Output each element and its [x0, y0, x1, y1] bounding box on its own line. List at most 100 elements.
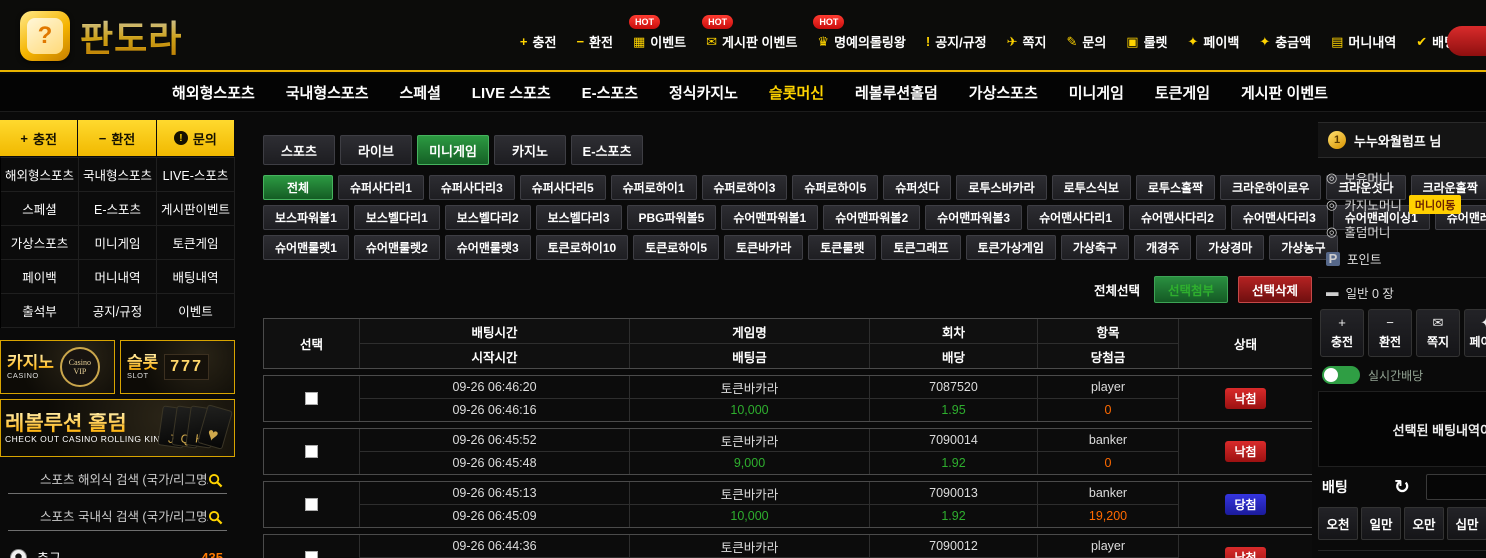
game-filter-button[interactable]: 슈퍼로하이3 [701, 175, 788, 200]
row-checkbox[interactable] [305, 551, 318, 558]
select-all-label[interactable]: 전체선택 [1093, 284, 1140, 298]
sidebar-menu-item[interactable]: 해외형스포츠 [1, 158, 79, 192]
game-filter-button[interactable]: 슈어맨레이싱1 [1332, 205, 1430, 230]
game-filter-button[interactable]: 슈어맨사다리2 [1129, 205, 1226, 230]
quick-amount-button[interactable]: 오만 [1404, 507, 1444, 540]
nav-item[interactable]: LIVE 스포츠 [471, 85, 551, 102]
search-icon[interactable] [208, 473, 223, 488]
game-filter-button[interactable]: 보스파워볼1 [263, 205, 349, 230]
game-filter-button[interactable]: 슈어맨파워볼3 [925, 205, 1023, 230]
search-domestic-input[interactable] [8, 510, 208, 524]
money-move-badge[interactable]: 머니이동 [1408, 195, 1462, 214]
game-filter-button[interactable]: 가상축구 [1060, 235, 1130, 260]
delete-selected-button[interactable]: 선택삭제 [1238, 276, 1312, 303]
game-filter-button[interactable]: 슈어맨파워볼2 [823, 205, 921, 230]
holdem-banner[interactable]: 레볼루션 홀덤 CHECK OUT CASINO ROLLING KING JQ… [0, 399, 235, 457]
sidebar-menu-item[interactable]: 국내형스포츠 [79, 158, 157, 192]
game-filter-button[interactable]: 슈퍼로하이5 [792, 175, 879, 200]
sidebar-action-button[interactable]: ✦ 페이백 [1464, 309, 1486, 357]
game-filter-button[interactable]: 로투스바카라 [956, 175, 1047, 200]
game-filter-button[interactable]: 가상경마 [1196, 235, 1265, 260]
game-filter-button[interactable]: 슈퍼사다리3 [428, 175, 515, 200]
game-filter-button[interactable]: 로투스홀짝 [1135, 175, 1216, 200]
sidebar-menu-item[interactable]: 이벤트 [157, 294, 235, 328]
game-filter-button[interactable]: 슈어맨파워볼1 [721, 205, 819, 230]
category-tab[interactable]: E-스포츠 [571, 135, 643, 165]
sidebar-menu-item[interactable]: 스페셜 [1, 192, 79, 226]
game-filter-button[interactable]: 슈퍼섯다 [883, 175, 952, 200]
nav-item[interactable]: 스페셜 [399, 85, 441, 102]
refresh-icon[interactable]: ↻ [1394, 476, 1410, 498]
sidebar-action-button[interactable]: + 충전 [1320, 309, 1364, 357]
category-tab[interactable]: 라이브 [340, 135, 412, 165]
game-filter-button[interactable]: 슈퍼로하이1 [610, 175, 697, 200]
game-filter-button[interactable]: 토큰그래프 [881, 235, 961, 260]
nav-item[interactable]: E-스포츠 [581, 85, 639, 102]
game-filter-button[interactable]: 토큰가상게임 [965, 235, 1056, 260]
top-menu-item[interactable]: HOT ✉ 게시판 이벤트 [702, 14, 797, 51]
nav-item[interactable]: 토큰게임 [1154, 85, 1211, 102]
logo[interactable]: ? 판도라 [20, 10, 182, 62]
nav-item[interactable]: 슬롯머신 [768, 85, 825, 102]
attach-selected-button[interactable]: 선택첨부 [1154, 276, 1228, 303]
sidebar-menu-item[interactable]: E-스포츠 [79, 192, 157, 226]
top-menu-item[interactable]: HOT ♛ 명예의롤링왕 [813, 14, 906, 51]
game-filter-button[interactable]: 슈어맨룰렛1 [263, 235, 349, 260]
game-filter-button[interactable]: 슈어맨사다리3 [1230, 205, 1328, 230]
sidebar-menu-item[interactable]: 출석부 [1, 294, 79, 328]
top-menu-item[interactable]: + 충전 [520, 32, 557, 51]
cut-off-button[interactable] [1447, 26, 1486, 56]
sport-row-soccer[interactable]: 축구 435 [0, 539, 235, 558]
sidebar-menu-item[interactable]: 가상스포츠 [1, 226, 79, 260]
quick-button[interactable]: ! 문의 [156, 120, 234, 156]
category-tab[interactable]: 카지노 [494, 135, 566, 165]
quick-amount-button[interactable]: 십만 [1447, 507, 1486, 540]
game-filter-button[interactable]: 보스벨다리2 [444, 205, 531, 230]
nav-item[interactable]: 게시판 이벤트 [1240, 85, 1328, 102]
game-filter-button[interactable]: 토큰로하이5 [633, 235, 720, 260]
nav-item[interactable]: 미니게임 [1068, 85, 1124, 102]
game-filter-button[interactable]: 토큰바카라 [724, 235, 804, 260]
sidebar-menu-item[interactable]: 게시판이벤트 [157, 192, 235, 226]
game-filter-button[interactable]: 토큰로하이10 [535, 235, 629, 260]
sidebar-action-button[interactable]: − 환전 [1368, 309, 1412, 357]
casino-banner[interactable]: 카지노 CASINO Casino VIP [0, 340, 115, 394]
sidebar-menu-item[interactable]: LIVE-스포츠 [157, 158, 235, 192]
category-tab[interactable]: 미니게임 [417, 135, 489, 165]
sidebar-menu-item[interactable]: 머니내역 [79, 260, 157, 294]
category-tab[interactable]: 스포츠 [263, 135, 335, 165]
search-icon[interactable] [208, 510, 223, 525]
game-filter-button[interactable]: 토큰룰렛 [808, 235, 877, 260]
row-checkbox[interactable] [305, 498, 318, 511]
sidebar-menu-item[interactable]: 배팅내역 [157, 260, 235, 294]
quick-button[interactable]: + 충전 [0, 120, 78, 156]
game-filter-button[interactable]: 슈어맨룰렛3 [444, 235, 531, 260]
sidebar-menu-item[interactable]: 공지/규정 [79, 294, 157, 328]
game-filter-button[interactable]: 크라운하이로우 [1220, 175, 1322, 200]
top-menu-item[interactable]: ✦ 충금액 [1259, 32, 1311, 51]
top-menu-item[interactable]: ▤ 머니내역 [1331, 32, 1396, 51]
nav-item[interactable]: 해외형스포츠 [172, 85, 255, 102]
sidebar-menu-item[interactable]: 토큰게임 [157, 226, 235, 260]
nav-item[interactable]: 정식카지노 [668, 85, 738, 102]
game-filter-button[interactable]: 슈퍼사다리1 [338, 175, 424, 200]
slot-banner[interactable]: 슬롯 SLOT 777 [120, 340, 235, 394]
top-menu-item[interactable]: ✎ 문의 [1066, 32, 1106, 51]
top-menu-item[interactable]: ✈ 쪽지 [1007, 32, 1047, 51]
live-betting-toggle[interactable] [1322, 366, 1360, 384]
bet-amount-input[interactable] [1425, 474, 1486, 500]
quick-amount-button[interactable]: 일만 [1361, 507, 1401, 540]
sidebar-menu-item[interactable]: 미니게임 [79, 226, 157, 260]
row-checkbox[interactable] [305, 392, 318, 405]
game-filter-button[interactable]: 전체 [263, 175, 333, 200]
nav-item[interactable]: 국내형스포츠 [285, 85, 369, 102]
row-checkbox[interactable] [305, 445, 318, 458]
game-filter-button[interactable]: 슈어맨사다리1 [1027, 205, 1124, 230]
nav-item[interactable]: 가상스포츠 [968, 85, 1038, 102]
sidebar-menu-item[interactable]: 페이백 [1, 260, 79, 294]
quick-amount-button[interactable]: 오천 [1318, 507, 1358, 540]
top-menu-item[interactable]: ▣ 룰렛 [1126, 32, 1167, 51]
game-filter-button[interactable]: 크라운섯다 [1326, 175, 1406, 200]
sidebar-action-button[interactable]: ✉ 쪽지 [1416, 309, 1460, 357]
game-filter-button[interactable]: 슈퍼사다리5 [519, 175, 606, 200]
